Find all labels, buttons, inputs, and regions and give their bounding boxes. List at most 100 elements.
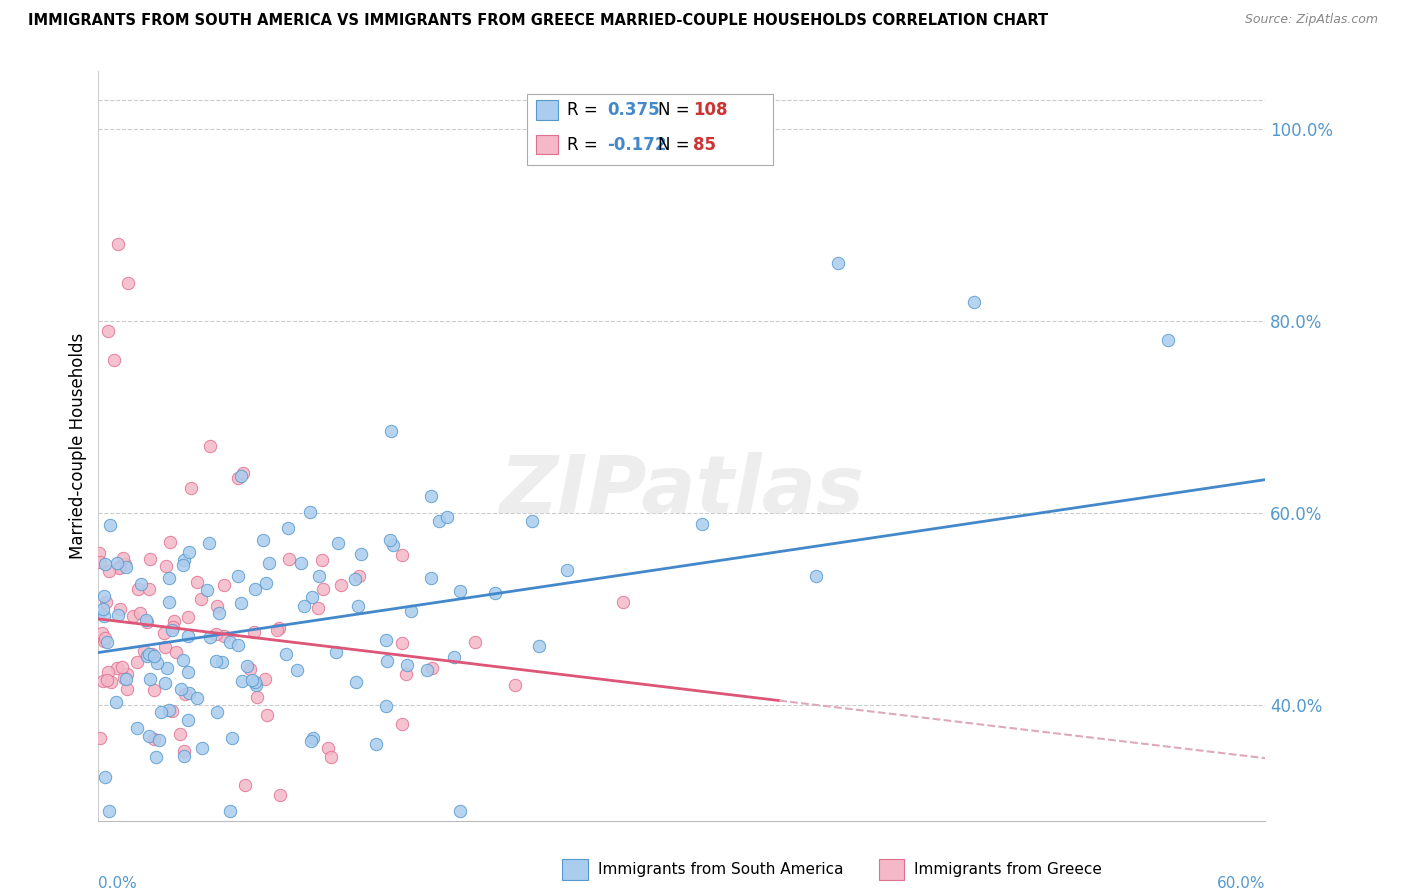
Point (246, 690, 269, 704)
Point (177, 629, 200, 643)
Point (173, 749, 195, 764)
Point (277, 521, 299, 535)
Point (226, 471, 249, 485)
Point (111, 551, 134, 566)
Point (347, 599, 370, 614)
Point (160, 704, 183, 718)
Point (378, 533, 401, 547)
Point (427, 514, 450, 528)
Point (135, 613, 157, 627)
Point (132, 644, 155, 658)
Point (198, 439, 221, 453)
Point (100, 674, 122, 689)
Point (256, 708, 278, 723)
Point (267, 621, 290, 635)
Point (207, 606, 229, 620)
Point (391, 635, 413, 649)
Point (198, 630, 221, 644)
Point (205, 599, 228, 613)
Point (93, 589, 115, 603)
Point (89, 546, 111, 560)
Point (420, 571, 443, 585)
Point (380, 424, 402, 438)
Point (254, 576, 277, 591)
Point (190, 740, 212, 755)
Point (114, 560, 136, 574)
Point (312, 582, 335, 596)
Point (231, 674, 253, 689)
Point (97, 564, 120, 578)
Point (115, 667, 138, 681)
Point (278, 551, 301, 566)
Point (443, 650, 465, 665)
Point (298, 505, 321, 519)
Point (252, 533, 274, 547)
Point (416, 663, 439, 677)
Point (107, 237, 129, 252)
Point (299, 734, 322, 748)
Point (146, 656, 169, 670)
Point (138, 729, 160, 743)
Point (253, 673, 276, 687)
Point (204, 626, 226, 640)
Point (236, 658, 259, 673)
Point (138, 647, 160, 661)
Point (245, 582, 267, 597)
Point (186, 691, 208, 706)
Point (520, 514, 543, 528)
Point (136, 615, 159, 629)
Point (238, 662, 260, 676)
Point (221, 731, 243, 745)
Point (364, 737, 387, 751)
Point (375, 653, 398, 667)
Point (612, 594, 634, 608)
Text: 0.375: 0.375 (607, 101, 659, 119)
Point (91, 673, 114, 688)
Point (527, 640, 550, 654)
Point (503, 678, 526, 692)
Point (94, 632, 117, 646)
Point (97, 665, 120, 679)
Point (122, 608, 145, 623)
Text: R =: R = (567, 101, 603, 119)
Point (139, 552, 162, 566)
Point (115, 672, 138, 686)
Point (326, 536, 349, 550)
Text: IMMIGRANTS FROM SOUTH AMERICA VS IMMIGRANTS FROM GREECE MARRIED-COUPLE HOUSEHOLD: IMMIGRANTS FROM SOUTH AMERICA VS IMMIGRA… (28, 13, 1049, 29)
Point (290, 557, 312, 571)
Text: Immigrants from South America: Immigrants from South America (598, 863, 844, 877)
Point (129, 606, 152, 620)
Text: Source: ZipAtlas.com: Source: ZipAtlas.com (1244, 13, 1378, 27)
Point (325, 645, 347, 659)
Point (127, 721, 149, 735)
Point (111, 660, 134, 674)
Point (105, 661, 128, 675)
Point (115, 681, 138, 696)
Point (375, 699, 398, 714)
Point (186, 575, 208, 590)
Point (136, 648, 159, 663)
Point (131, 576, 153, 591)
Point (218, 635, 240, 649)
Point (395, 667, 418, 681)
Point (177, 713, 200, 727)
Point (112, 671, 135, 685)
Point (89, 555, 111, 569)
Point (177, 610, 200, 624)
Point (162, 615, 184, 629)
Point (1157, 334, 1180, 348)
Point (395, 658, 418, 673)
Point (125, 655, 148, 669)
Point (266, 623, 288, 637)
Point (211, 656, 233, 670)
Point (153, 640, 176, 654)
Point (159, 534, 181, 549)
Point (226, 638, 249, 652)
Point (155, 558, 177, 573)
Point (316, 740, 339, 755)
Point (226, 569, 249, 583)
Point (269, 789, 291, 803)
Point (344, 675, 367, 690)
Point (169, 727, 191, 741)
Point (218, 804, 240, 818)
